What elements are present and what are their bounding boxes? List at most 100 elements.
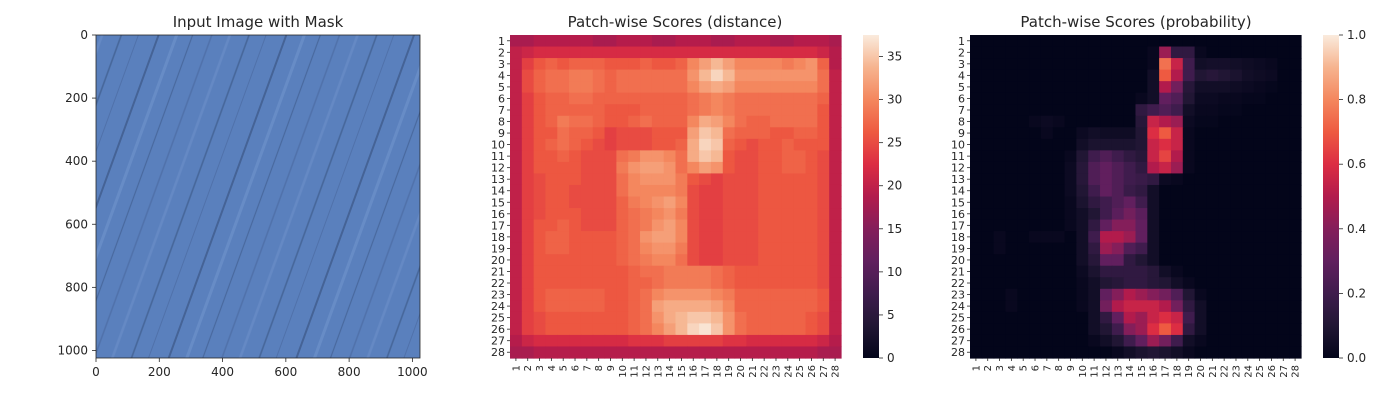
heatmap-cell (616, 242, 629, 255)
heatmap-cell (628, 69, 641, 82)
heatmap-cell (1064, 173, 1077, 186)
heatmap-cell (746, 161, 759, 175)
heatmap-cell (675, 161, 688, 175)
heatmap-cell (1123, 35, 1137, 48)
heatmap-cell (580, 69, 594, 82)
heatmap-cell (1253, 184, 1267, 198)
heatmap-cell (746, 35, 759, 48)
heatmap-cell (1040, 104, 1054, 117)
row-label: 28 (491, 346, 505, 359)
heatmap-cell (829, 196, 842, 209)
heatmap-cell (1123, 208, 1137, 221)
heatmap-cell (1265, 92, 1278, 105)
heatmap-cell (1052, 300, 1066, 313)
heatmap-cell (981, 58, 995, 71)
heatmap-cell (663, 288, 677, 301)
heatmap-cell (1170, 219, 1184, 232)
heatmap-cell (817, 138, 830, 151)
heatmap-cell (675, 138, 688, 151)
heatmap-cell (805, 231, 818, 244)
heatmap-cell (521, 173, 535, 186)
column-label: 21 (1208, 365, 1219, 378)
heatmap-cell (557, 254, 570, 267)
heatmap-cell (1029, 208, 1042, 221)
heatmap-cell (1100, 277, 1113, 290)
heatmap-cell (580, 346, 594, 359)
heatmap-cell (734, 104, 748, 117)
heatmap-cell (545, 288, 558, 301)
heatmap-cell (1277, 138, 1290, 151)
heatmap-cell (746, 288, 759, 301)
heatmap-cell (993, 311, 1007, 324)
heatmap-cell (970, 161, 983, 175)
heatmap-cell (1100, 231, 1113, 244)
heatmap-cell (829, 138, 842, 151)
heatmap-cell (604, 277, 617, 290)
heatmap-cell (1194, 35, 1208, 48)
heatmap-cell (1052, 81, 1066, 94)
heatmap-cell (710, 46, 724, 59)
heatmap-cell (1088, 323, 1101, 336)
heatmap-cell (1182, 115, 1196, 128)
heatmap-cell (1206, 219, 1219, 232)
heatmap-cell (1230, 173, 1243, 186)
heatmap-cell (1277, 150, 1290, 163)
heatmap-cell (616, 219, 629, 232)
heatmap-cell (1040, 173, 1054, 186)
row-label: 12 (951, 162, 965, 175)
heatmap-cell (1159, 92, 1172, 105)
heatmap-cell (1277, 265, 1290, 278)
heatmap-cell (805, 92, 818, 105)
heatmap-cell (1029, 150, 1042, 163)
heatmap-cell (580, 173, 594, 186)
heatmap-cell (1005, 35, 1018, 48)
heatmap-cell (1170, 196, 1184, 209)
heatmap-cell (993, 35, 1007, 48)
heatmap-cell (1123, 150, 1137, 163)
heatmap-cell (1100, 92, 1113, 105)
heatmap-cell (687, 242, 700, 255)
heatmap-cell (805, 323, 818, 336)
heatmap-cell (793, 219, 807, 232)
heatmap-cell (1147, 311, 1160, 324)
heatmap-cell (829, 104, 842, 117)
heatmap-cell (545, 150, 558, 163)
row-label: 18 (951, 231, 965, 244)
heatmap-cell (1159, 81, 1172, 94)
heatmap-cell (993, 254, 1007, 267)
heatmap-cell (569, 35, 582, 48)
heatmap-cell (521, 196, 535, 209)
heatmap-cell (817, 334, 830, 348)
x-tick-label: 600 (274, 365, 297, 379)
heatmap-cell (1076, 150, 1089, 163)
heatmap-cell (1111, 231, 1125, 244)
heatmap-cell (1241, 346, 1255, 359)
heatmap-cell (1159, 231, 1172, 244)
row-label: 7 (498, 104, 505, 117)
heatmap-cell (981, 184, 995, 198)
heatmap-cell (1076, 219, 1089, 232)
heatmap-cell (805, 69, 818, 82)
heatmap-cell (817, 104, 830, 117)
colorbar-tick-label: 15 (887, 222, 902, 236)
heatmap-cell (1289, 69, 1302, 82)
heatmap-cell (981, 46, 995, 59)
heatmap-cell (793, 127, 807, 140)
heatmap-cell (557, 127, 570, 140)
heatmap-cell (710, 265, 724, 278)
heatmap-cell (817, 242, 830, 255)
heatmap-cell (1111, 92, 1125, 105)
heatmap-cell (1206, 231, 1219, 244)
column-label: 28 (831, 365, 842, 378)
heatmap-cell (675, 254, 688, 267)
heatmap-cell (1289, 334, 1302, 348)
heatmap-cell (592, 231, 606, 244)
heatmap-cell (604, 173, 617, 186)
colorbar-ticks: 0.00.20.40.60.81.0 (1339, 28, 1366, 365)
heatmap-cell (970, 242, 983, 255)
heatmap-cell (1052, 323, 1066, 336)
heatmap-cell (1253, 196, 1267, 209)
heatmap-cell (1218, 231, 1231, 244)
heatmap-cell (616, 346, 629, 359)
heatmap-cell (1052, 138, 1066, 151)
